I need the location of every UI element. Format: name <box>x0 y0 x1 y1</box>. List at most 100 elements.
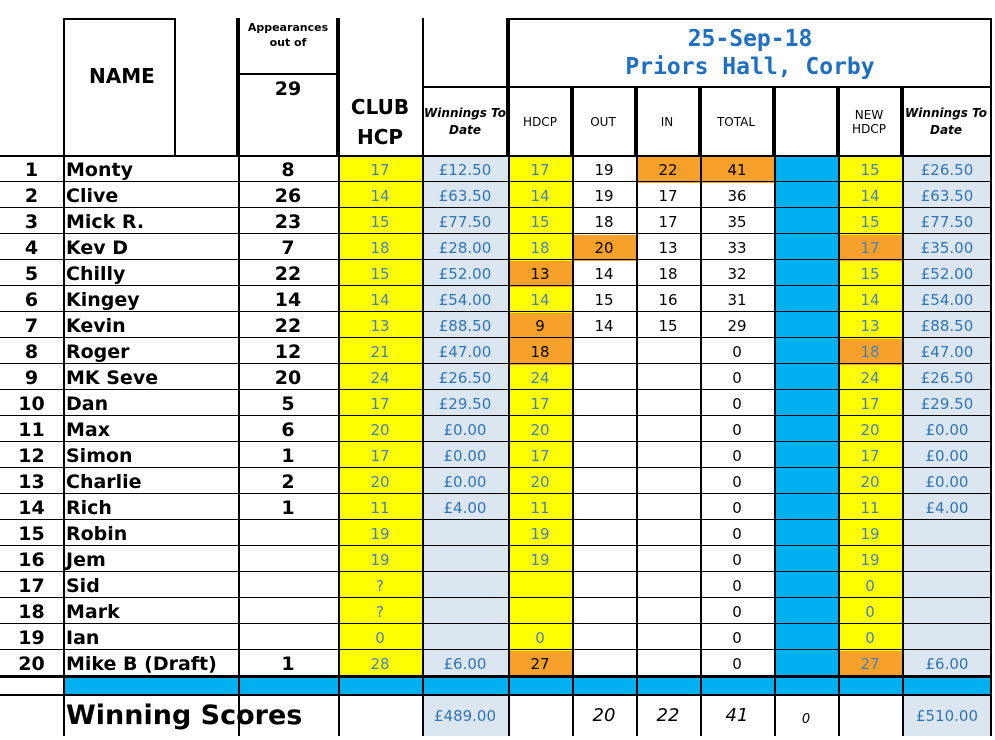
blank-score-cell <box>774 547 838 573</box>
hdcp-cell: 24 <box>508 365 572 391</box>
appearances-cell <box>238 521 338 547</box>
club-hcp-cell: 17 <box>338 391 422 417</box>
footer-total: 41 <box>725 705 749 726</box>
appearances-cell: 2 <box>281 471 295 493</box>
grid-hline <box>0 519 992 520</box>
player-name-cell: Max <box>66 419 110 441</box>
grid-hline <box>0 155 992 157</box>
grid-hline <box>0 233 992 234</box>
grid-vline <box>636 88 638 736</box>
grid-vline <box>338 18 340 736</box>
new-hdcp-cell: 20 <box>838 417 902 443</box>
new-winnings-cell <box>902 521 992 547</box>
new-winnings-cell: £0.00 <box>902 443 992 469</box>
grid-hline <box>0 311 992 312</box>
winnings-cell: £12.50 <box>422 157 508 183</box>
winnings-cell: £29.50 <box>422 391 508 417</box>
grid-hline <box>0 285 992 286</box>
new-winnings-cell: £88.50 <box>902 313 992 339</box>
grid-vline <box>63 18 65 736</box>
out-score-cell <box>572 469 636 495</box>
grid-vline <box>700 88 702 736</box>
blank-score-cell <box>774 443 838 469</box>
grid-hline <box>0 571 992 572</box>
club-hcp-cell: 15 <box>338 261 422 287</box>
position-cell: 16 <box>18 549 45 571</box>
club-hcp-cell: 18 <box>338 235 422 261</box>
blank-score-cell <box>774 183 838 209</box>
position-cell: 13 <box>18 471 45 493</box>
new-winnings-cell: £52.00 <box>902 261 992 287</box>
hdcp-cell: 13 <box>508 261 572 287</box>
out-score-cell <box>572 625 636 651</box>
club-hcp-cell: 28 <box>338 651 422 677</box>
new-hdcp-cell: 0 <box>838 599 902 625</box>
appearances-cell: 1 <box>281 497 295 519</box>
in-score-cell <box>636 651 700 677</box>
winnings-cell <box>422 599 508 625</box>
grid-hline <box>0 467 992 468</box>
winnings-cell: £6.00 <box>422 651 508 677</box>
in-score-cell <box>636 469 700 495</box>
blank-score-header <box>774 88 838 155</box>
appearances-cell <box>238 573 338 599</box>
player-name-cell: Kev D <box>66 237 129 259</box>
in-score-cell <box>636 391 700 417</box>
out-score-cell: 14 <box>594 317 614 335</box>
winnings-cell: £26.50 <box>422 365 508 391</box>
player-name-cell: Chilly <box>66 263 126 285</box>
grid-vline <box>838 88 840 736</box>
new-hdcp-cell: 13 <box>838 313 902 339</box>
club-hcp-header: CLUB HCP <box>350 95 410 149</box>
blank-score-cell <box>774 391 838 417</box>
new-winnings-cell: £29.50 <box>902 391 992 417</box>
in-score-cell <box>636 339 700 365</box>
total-score-cell: 36 <box>727 187 747 205</box>
position-cell: 15 <box>18 523 45 545</box>
total-score-cell: 32 <box>727 265 747 283</box>
footer-winnings-total: £489.00 <box>422 696 508 736</box>
winnings-cell: £52.00 <box>422 261 508 287</box>
total-score-cell: 35 <box>727 213 747 231</box>
new-winnings-cell: £6.00 <box>902 651 992 677</box>
player-name-cell: Kingey <box>66 289 140 311</box>
new-winnings-cell: £54.00 <box>902 287 992 313</box>
in-score-cell <box>636 443 700 469</box>
grid-hline <box>0 545 992 546</box>
player-name-cell: Mike B (Draft) <box>66 653 217 675</box>
new-winnings-cell <box>902 573 992 599</box>
winnings-cell: £0.00 <box>422 417 508 443</box>
club-hcp-cell: ? <box>338 573 422 599</box>
club-hcp-cell: 13 <box>338 313 422 339</box>
new-hdcp-cell: 15 <box>838 209 902 235</box>
player-name-cell: Mark <box>66 601 120 623</box>
grid-vline <box>422 18 424 736</box>
blank-score-cell <box>774 313 838 339</box>
blank-score-cell <box>774 625 838 651</box>
out-header: OUT <box>572 88 636 155</box>
player-name-cell: Roger <box>66 341 130 363</box>
new-winnings-cell <box>902 547 992 573</box>
hdcp-cell: 17 <box>508 157 572 183</box>
total-score-cell: 0 <box>732 343 742 361</box>
hdcp-cell: 19 <box>508 521 572 547</box>
out-score-cell: 20 <box>572 235 636 261</box>
club-hcp-cell: 0 <box>338 625 422 651</box>
in-score-cell: 15 <box>658 317 678 335</box>
club-hcp-cell: 15 <box>338 209 422 235</box>
out-score-cell <box>572 365 636 391</box>
in-score-cell: 13 <box>658 239 678 257</box>
grid-vline <box>572 88 574 736</box>
new-hdcp-cell: 11 <box>838 495 902 521</box>
appearances-cell: 26 <box>274 185 302 207</box>
club-hcp-cell: 20 <box>338 469 422 495</box>
blank-score-cell <box>774 157 838 183</box>
new-winnings-header: Winnings To Date <box>902 88 992 155</box>
footer-out: 20 <box>592 705 616 726</box>
new-hdcp-cell: 24 <box>838 365 902 391</box>
grid-hline <box>0 363 992 364</box>
blank-score-cell <box>774 365 838 391</box>
appearances-cell <box>238 599 338 625</box>
grid-hline <box>0 181 992 182</box>
